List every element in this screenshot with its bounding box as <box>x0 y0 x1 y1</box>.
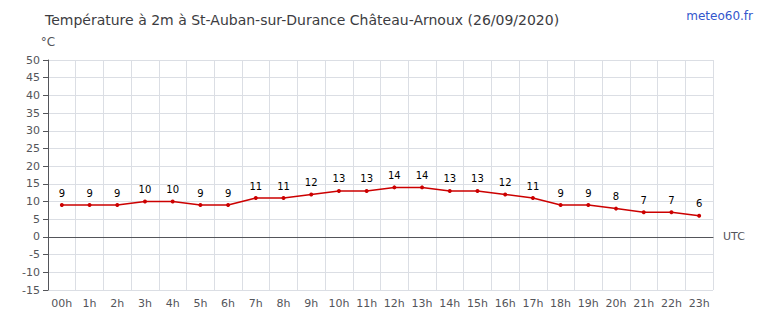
svg-text:-15: -15 <box>22 284 40 297</box>
svg-text:40: 40 <box>26 89 40 102</box>
svg-text:13: 13 <box>443 173 456 184</box>
svg-text:12: 12 <box>499 177 512 188</box>
svg-text:11: 11 <box>249 181 262 192</box>
svg-text:Température à 2m à St-Auban-su: Température à 2m à St-Auban-sur-Durance … <box>44 12 559 28</box>
svg-text:meteo60.fr: meteo60.fr <box>686 9 753 23</box>
svg-text:5h: 5h <box>193 297 207 310</box>
svg-text:20: 20 <box>26 160 40 173</box>
svg-text:22h: 22h <box>661 297 682 310</box>
svg-text:5: 5 <box>33 213 40 226</box>
svg-text:12: 12 <box>305 177 318 188</box>
svg-text:13: 13 <box>360 173 373 184</box>
svg-text:9: 9 <box>86 188 92 199</box>
svg-text:10h: 10h <box>328 297 349 310</box>
svg-text:16h: 16h <box>495 297 516 310</box>
svg-text:14: 14 <box>416 170 429 181</box>
svg-text:10: 10 <box>139 184 152 195</box>
svg-text:20h: 20h <box>606 297 627 310</box>
svg-text:00h: 00h <box>51 297 72 310</box>
svg-text:9: 9 <box>225 188 231 199</box>
svg-text:9h: 9h <box>304 297 318 310</box>
svg-text:3h: 3h <box>138 297 152 310</box>
svg-text:6h: 6h <box>221 297 235 310</box>
svg-text:-5: -5 <box>29 248 40 261</box>
svg-text:14: 14 <box>388 170 401 181</box>
svg-text:15h: 15h <box>467 297 488 310</box>
svg-text:35: 35 <box>26 107 40 120</box>
svg-text:9: 9 <box>59 188 65 199</box>
svg-text:11: 11 <box>527 181 540 192</box>
svg-text:7: 7 <box>668 195 674 206</box>
svg-text:8h: 8h <box>277 297 291 310</box>
svg-text:9: 9 <box>114 188 120 199</box>
svg-text:9: 9 <box>557 188 563 199</box>
svg-text:1h: 1h <box>83 297 97 310</box>
svg-text:-10: -10 <box>22 266 40 279</box>
svg-text:21h: 21h <box>633 297 654 310</box>
svg-text:9: 9 <box>197 188 203 199</box>
svg-text:13: 13 <box>471 173 484 184</box>
svg-text:0: 0 <box>33 230 40 243</box>
svg-text:11: 11 <box>277 181 290 192</box>
svg-text:23h: 23h <box>689 297 710 310</box>
svg-text:45: 45 <box>26 71 40 84</box>
svg-text:18h: 18h <box>550 297 571 310</box>
svg-text:13: 13 <box>333 173 346 184</box>
svg-text:19h: 19h <box>578 297 599 310</box>
svg-text:14h: 14h <box>439 297 460 310</box>
svg-text:15: 15 <box>26 177 40 190</box>
svg-text:7: 7 <box>641 195 647 206</box>
svg-text:30: 30 <box>26 124 40 137</box>
svg-text:6: 6 <box>696 198 702 209</box>
svg-text:25: 25 <box>26 142 40 155</box>
svg-text:50: 50 <box>26 54 40 67</box>
svg-text:13h: 13h <box>412 297 433 310</box>
svg-text:12h: 12h <box>384 297 405 310</box>
svg-text:17h: 17h <box>522 297 543 310</box>
svg-text:7h: 7h <box>249 297 263 310</box>
svg-text:10: 10 <box>26 195 40 208</box>
svg-text:°C: °C <box>41 35 55 49</box>
svg-text:9: 9 <box>585 188 591 199</box>
svg-text:8: 8 <box>613 191 619 202</box>
svg-text:11h: 11h <box>356 297 377 310</box>
svg-text:UTC: UTC <box>723 230 745 243</box>
svg-text:4h: 4h <box>166 297 180 310</box>
svg-text:2h: 2h <box>110 297 124 310</box>
svg-text:10: 10 <box>166 184 179 195</box>
